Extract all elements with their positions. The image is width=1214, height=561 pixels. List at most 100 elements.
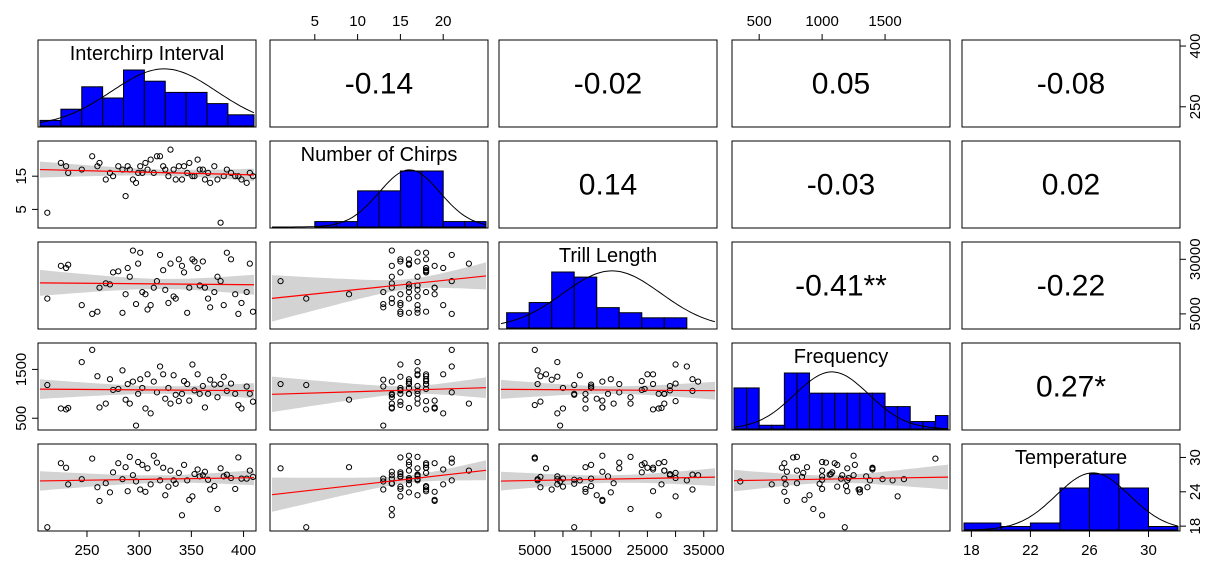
- data-point: [658, 481, 665, 488]
- tick-label: 300: [127, 542, 152, 559]
- data-point: [126, 273, 133, 280]
- data-point: [172, 295, 179, 302]
- data-point: [165, 483, 172, 490]
- data-point: [448, 278, 455, 285]
- data-point: [220, 473, 227, 480]
- data-point: [196, 282, 203, 289]
- data-point: [78, 476, 85, 483]
- data-point: [380, 300, 387, 308]
- data-point: [211, 288, 218, 296]
- data-point: [129, 378, 137, 385]
- data-point: [819, 467, 826, 474]
- panel-border: [498, 140, 718, 229]
- data-point: [102, 480, 109, 487]
- data-point: [397, 258, 404, 265]
- data-point: [841, 524, 848, 531]
- data-point: [214, 273, 221, 280]
- tick-label: 18: [1187, 518, 1204, 535]
- data-point: [162, 492, 169, 499]
- data-point: [440, 410, 447, 417]
- data-point: [397, 483, 404, 490]
- data-point: [431, 460, 438, 467]
- variable-title: Trill Length: [559, 245, 657, 267]
- data-point: [695, 378, 702, 385]
- data-point: [124, 380, 131, 388]
- data-point: [78, 166, 85, 173]
- panel-border: [498, 241, 718, 330]
- histogram-bar: [596, 307, 620, 329]
- panel-border: [731, 443, 951, 532]
- data-point: [397, 493, 404, 500]
- data-point: [834, 483, 841, 490]
- data-point: [465, 467, 472, 474]
- data-point: [44, 209, 51, 216]
- data-point: [345, 396, 353, 403]
- data-point: [380, 422, 387, 429]
- data-point: [204, 476, 212, 483]
- tick-label: 26: [1081, 542, 1098, 559]
- data-point: [180, 269, 188, 276]
- data-point: [303, 524, 310, 531]
- data-point: [243, 383, 250, 390]
- panel-trill-length-vs-trill-length: Trill Length: [498, 241, 718, 330]
- data-point: [448, 455, 455, 462]
- panel-border: [731, 241, 951, 330]
- data-point: [641, 385, 648, 393]
- histogram-bar: [102, 97, 125, 127]
- data-point: [610, 400, 617, 407]
- data-point: [855, 486, 862, 493]
- data-point: [582, 485, 589, 493]
- data-point: [207, 486, 214, 493]
- data-point: [531, 346, 538, 353]
- data-point: [303, 295, 310, 302]
- data-point: [129, 176, 137, 183]
- panel-frequency-vs-number-of-chirps: [269, 342, 489, 431]
- data-point: [196, 390, 203, 397]
- data-point: [607, 489, 614, 496]
- data-point: [422, 308, 430, 315]
- data-point: [194, 264, 201, 272]
- data-point: [414, 309, 421, 316]
- data-point: [414, 258, 421, 265]
- data-point: [782, 481, 789, 488]
- data-point: [588, 482, 595, 490]
- data-point: [431, 405, 438, 412]
- tick-label: 500: [13, 406, 30, 431]
- panel-border: [37, 241, 257, 330]
- data-point: [303, 381, 310, 389]
- data-point: [184, 477, 191, 484]
- data-point: [201, 404, 209, 411]
- data-point: [172, 391, 179, 398]
- data-point: [62, 163, 70, 170]
- data-point: [607, 376, 614, 383]
- data-point: [431, 284, 438, 291]
- data-point: [122, 396, 129, 403]
- panel-trill-length-vs-frequency: -0.41**: [731, 241, 951, 330]
- panel-temperature-vs-temperature: Temperature: [961, 443, 1181, 532]
- data-point: [94, 373, 101, 380]
- data-point: [783, 497, 790, 505]
- correlation-label: 0.27*: [1036, 371, 1106, 404]
- panel-content: [500, 452, 716, 531]
- data-point: [277, 465, 284, 472]
- tick-label: 22: [1022, 542, 1039, 559]
- panel-content: [733, 452, 949, 531]
- data-point: [96, 404, 103, 411]
- data-point: [115, 163, 122, 170]
- y-axis-right-interchirp-interval: 250 400: [1179, 34, 1204, 119]
- histogram-bar: [641, 317, 665, 329]
- data-point: [414, 249, 421, 256]
- data-point: [388, 390, 395, 397]
- tick-label: 250: [1187, 94, 1204, 119]
- data-point: [232, 485, 239, 493]
- panel-temperature-vs-number-of-chirps: [269, 443, 489, 532]
- data-point: [232, 291, 239, 298]
- data-point: [610, 480, 617, 487]
- data-point: [554, 410, 561, 417]
- data-point: [65, 481, 72, 488]
- data-point: [661, 458, 668, 466]
- histogram-bar: [421, 170, 444, 228]
- histogram-bar: [783, 372, 798, 430]
- regression-line: [733, 476, 949, 482]
- data-point: [223, 249, 230, 256]
